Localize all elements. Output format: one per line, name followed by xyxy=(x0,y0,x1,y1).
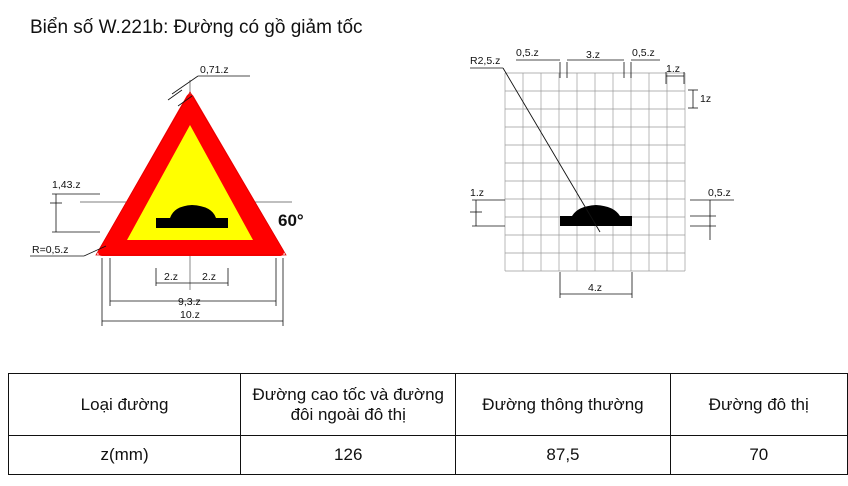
header-road-type: Loại đường xyxy=(7,373,242,436)
bottom-dimensions: 2.z 2.z 9,3.z 10.z xyxy=(101,258,284,326)
corner-radius-dimension: R=0,5.z xyxy=(30,244,107,257)
row-label: z(mm) xyxy=(7,435,242,475)
value-urban-road: 70 xyxy=(669,435,848,475)
outer-width-label: 10.z xyxy=(180,309,200,321)
outer-outline xyxy=(95,91,287,256)
grid-bump-hump xyxy=(572,205,620,216)
bump-hump xyxy=(170,205,216,218)
cell-width-label: 1.z xyxy=(666,63,680,75)
page-title: Biển số W.221b: Đường có gồ giảm tốc xyxy=(30,17,363,38)
left-height-label: 1.z xyxy=(470,187,484,199)
header-expressway: Đường cao tốc và đường đôi ngoài đô thị xyxy=(240,373,457,436)
value-regular-road: 87,5 xyxy=(455,435,671,475)
bump-base xyxy=(156,218,228,228)
angle-label: 60° xyxy=(278,211,304,230)
left-offset-dimension: 1,43.z xyxy=(50,179,100,233)
grid-bump-symbol xyxy=(560,205,632,226)
header-regular-road: Đường thông thường xyxy=(455,373,671,436)
grid-radius-label: R2,5.z xyxy=(470,55,500,67)
table-header-row: Loại đường Đường cao tốc và đường đôi ng… xyxy=(7,373,848,436)
warning-triangle xyxy=(80,80,292,290)
bottom-width-label: 4.z xyxy=(588,282,602,294)
cell-height-label: 1z xyxy=(700,93,711,105)
z-value-table: Loại đường Đường cao tốc và đường đôi ng… xyxy=(7,373,848,475)
construction-grid xyxy=(504,72,686,272)
inner-width-label: 9,3.z xyxy=(178,296,201,308)
grid-bump-base xyxy=(560,216,632,226)
value-expressway: 126 xyxy=(240,435,457,475)
left-offset-label: 1,43.z xyxy=(52,179,81,191)
grid-bottom-dimension: 4.z xyxy=(559,272,633,298)
grid-radius-dimension: R2,5.z xyxy=(470,55,601,233)
bump-top-label: 3.z xyxy=(586,49,600,61)
table-row: z(mm) 126 87,5 70 xyxy=(7,435,848,475)
grid-side-dimensions: 1.z 0,5.z xyxy=(470,187,734,240)
gap-right-label: 0,5.z xyxy=(632,47,655,59)
grid-top-dimensions: 0,5.z 3.z 0,5.z 1.z 1z xyxy=(516,47,711,109)
bump-left-label: 2.z xyxy=(164,271,178,283)
gap-left-label: 0,5.z xyxy=(516,47,539,59)
top-corner-label: 0,71.z xyxy=(200,64,229,76)
corner-radius-label: R=0,5.z xyxy=(32,244,68,256)
yellow-field xyxy=(127,125,253,240)
bump-right-label: 2.z xyxy=(202,271,216,283)
right-height-label: 0,5.z xyxy=(708,187,731,199)
header-urban-road: Đường đô thị xyxy=(669,373,848,436)
sign-drawing: 0,71.z 1,43.z R=0,5.z 60° 2.z 2.z 9,3.z … xyxy=(30,47,734,326)
top-corner-dimension: 0,71.z xyxy=(167,64,250,107)
